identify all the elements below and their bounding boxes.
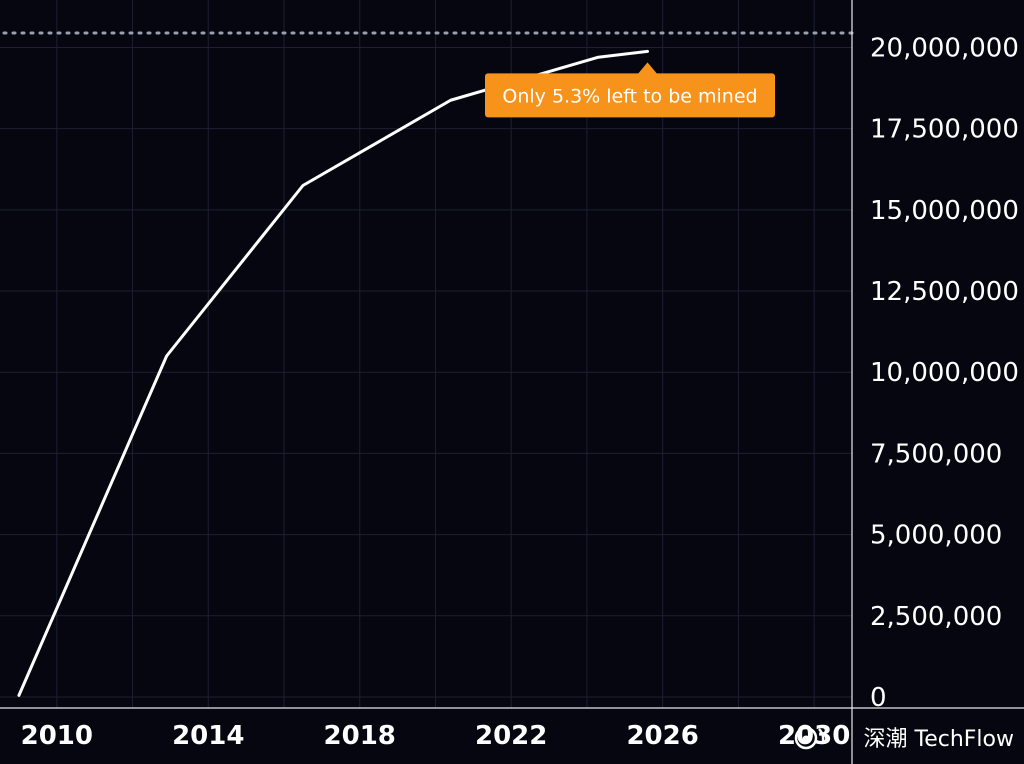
y-tick-label: 7,500,000: [870, 439, 1002, 469]
series-line-0: [17, 49, 650, 697]
annotation-layer: Only 5.3% left to be mined: [485, 62, 775, 118]
y-tick-label: 17,500,000: [870, 115, 1019, 145]
grid-layer: [0, 0, 854, 708]
y-tick-label: 5,000,000: [870, 521, 1002, 551]
watermark-text: 深潮 TechFlow: [864, 727, 1015, 752]
annotation-callout: Only 5.3% left to be mined: [485, 62, 775, 118]
series-layer: [17, 49, 650, 697]
y-tick-label: 15,000,000: [870, 196, 1019, 226]
x-tick-label: 2022: [475, 721, 547, 751]
x-tick-label: 2014: [172, 721, 244, 751]
y-tick-label: 12,500,000: [870, 277, 1019, 307]
x-tick-label: 2030: [778, 721, 850, 751]
annotation-text: Only 5.3% left to be mined: [502, 85, 757, 107]
y-tick-label: 10,000,000: [870, 358, 1019, 388]
x-tick-label: 2026: [626, 721, 698, 751]
y-tick-label: 0: [870, 683, 887, 713]
x-tick-label: 2010: [21, 721, 93, 751]
annotation-pointer: [637, 62, 658, 75]
weibo-icon: [794, 726, 825, 750]
annotation-box: [485, 73, 775, 118]
y-tick-label: 2,500,000: [870, 602, 1002, 632]
y-tick-label: 20,000,000: [870, 33, 1019, 63]
watermark: 深潮 TechFlow: [794, 726, 1015, 752]
x-tick-label: 2018: [324, 721, 396, 751]
